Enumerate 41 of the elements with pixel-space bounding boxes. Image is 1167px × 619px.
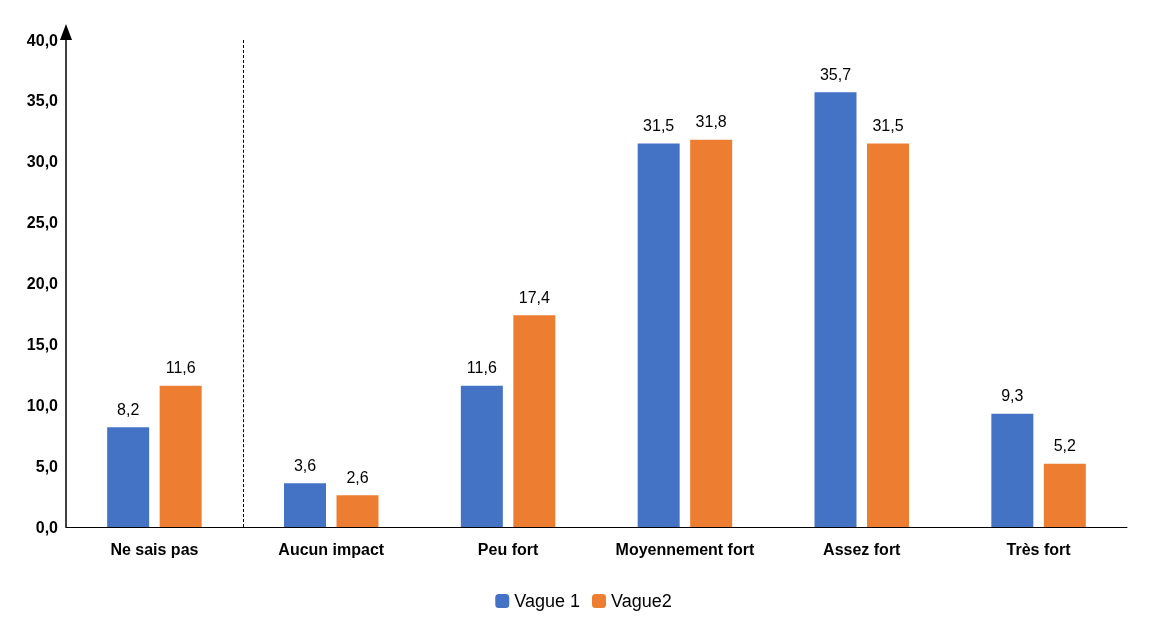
bar (637, 143, 680, 527)
y-tick-label: 10,0 (26, 396, 59, 414)
bar (336, 495, 379, 527)
x-tick-label: Assez fort (823, 540, 902, 558)
data-label: 11,6 (466, 359, 497, 377)
bar (513, 315, 556, 527)
legend-label: Vague2 (611, 591, 672, 611)
x-tick-label: Très fort (1006, 540, 1072, 558)
bar (814, 92, 857, 527)
y-tick-label: 25,0 (26, 214, 59, 232)
data-label: 8,2 (117, 400, 140, 418)
data-label: 35,7 (819, 65, 852, 83)
bar (107, 427, 150, 527)
bar (690, 139, 733, 527)
legend-label: Vague 1 (514, 591, 581, 611)
bar (159, 385, 202, 527)
data-label: 17,4 (518, 288, 551, 306)
y-tick-label: 0,0 (35, 518, 59, 536)
x-tick-label: Ne sais pas (110, 540, 199, 558)
bar (284, 483, 326, 527)
x-tick-label: Aucun impact (278, 540, 385, 558)
y-tick-label: 5,0 (35, 457, 59, 475)
data-label: 5,2 (1053, 437, 1077, 455)
y-tick-label: 15,0 (26, 335, 59, 353)
data-label: 3,6 (293, 456, 317, 474)
y-tick-label: 40,0 (26, 31, 59, 49)
data-label: 9,3 (1001, 387, 1024, 405)
bar (460, 385, 503, 527)
y-tick-label: 20,0 (26, 275, 59, 292)
data-label: 31,5 (643, 116, 675, 134)
bar (1043, 463, 1086, 527)
data-label: 31,8 (695, 113, 727, 131)
data-label: 31,5 (872, 116, 904, 134)
bar (867, 143, 909, 527)
data-label: 2,6 (346, 468, 369, 486)
data-label: 11,6 (165, 359, 196, 377)
y-tick-label: 35,0 (26, 92, 59, 110)
bar (991, 413, 1034, 527)
x-tick-label: Peu fort (477, 540, 539, 558)
x-tick-label: Moyennement fort (615, 540, 755, 558)
y-tick-label: 30,0 (26, 153, 59, 171)
